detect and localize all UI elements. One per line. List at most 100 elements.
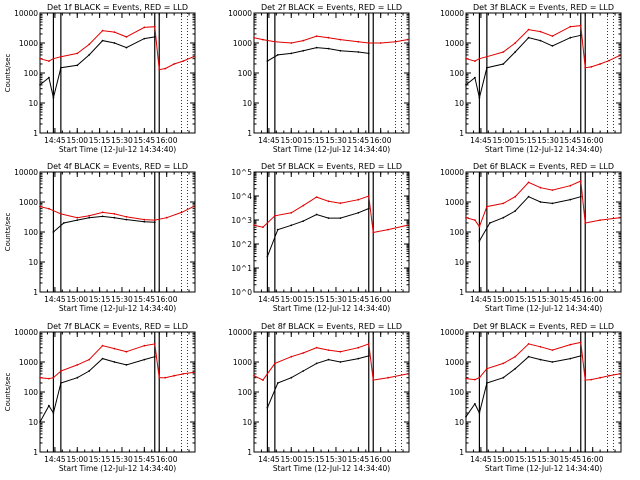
- series-line: [465, 25, 620, 69]
- x-tick-label: 14:45: [258, 136, 280, 145]
- data-point: [327, 217, 330, 220]
- series-line: [266, 355, 369, 408]
- y-tick-label: 10: [454, 418, 464, 427]
- plot-title: Det 1f BLACK = Events, RED = LLD: [47, 3, 188, 12]
- data-point: [618, 373, 621, 375]
- data-point: [474, 60, 476, 62]
- data-point: [39, 205, 41, 208]
- data-point: [182, 60, 185, 62]
- y-tick-label: 10^2: [231, 240, 252, 249]
- data-point: [551, 45, 554, 47]
- y-tick-label: 1000: [233, 358, 252, 367]
- data-point: [266, 255, 269, 258]
- data-point: [113, 31, 116, 33]
- series-line: [465, 180, 620, 228]
- data-point: [143, 26, 146, 29]
- x-tick-label: 15:30: [111, 455, 133, 464]
- data-point: [327, 200, 330, 203]
- data-point: [290, 355, 293, 358]
- plot-title: Det 9f BLACK = Events, RED = LLD: [473, 322, 614, 331]
- data-point: [514, 355, 517, 358]
- data-point: [327, 349, 330, 351]
- x-tick-label: 15:30: [111, 136, 133, 145]
- x-tick-label: 16:00: [370, 295, 392, 304]
- data-point: [387, 376, 389, 379]
- data-point: [153, 355, 156, 358]
- data-point: [372, 231, 375, 234]
- series-line: [253, 35, 408, 44]
- x-tick-label: 15:15: [303, 136, 325, 145]
- data-point: [153, 343, 156, 345]
- plot-frame: [465, 331, 622, 453]
- data-point: [143, 220, 146, 223]
- events-series: [266, 46, 370, 62]
- y-tick-label: 100: [238, 69, 253, 78]
- data-point: [315, 46, 318, 49]
- data-point: [76, 216, 79, 219]
- y-tick-label: 100: [24, 388, 39, 397]
- data-point: [465, 415, 467, 418]
- data-point: [290, 211, 293, 214]
- data-point: [551, 349, 554, 351]
- data-point: [339, 38, 342, 41]
- data-point: [618, 54, 621, 57]
- x-tick-label: 15:15: [515, 295, 537, 304]
- y-tick-label: 10^5: [231, 168, 252, 177]
- data-point: [76, 219, 79, 222]
- x-tick-label: 15:45: [560, 295, 582, 304]
- plot-title: Det 8f BLACK = Events, RED = LLD: [261, 322, 402, 331]
- x-tick-label: 15:00: [492, 295, 514, 304]
- data-point: [372, 379, 375, 381]
- data-point: [486, 55, 488, 58]
- data-point: [527, 343, 530, 345]
- data-point: [39, 376, 41, 379]
- data-point: [192, 55, 195, 58]
- x-tick-label: 15:45: [348, 136, 370, 145]
- data-point: [539, 201, 542, 203]
- data-point: [302, 39, 305, 42]
- x-tick-label: 15:00: [66, 455, 88, 464]
- data-point: [539, 345, 542, 348]
- data-point: [367, 343, 370, 345]
- data-point: [113, 42, 116, 44]
- detector-plot-8: Det 8f BLACK = Events, RED = LLD 1 10 100 10…: [228, 322, 410, 473]
- data-point: [478, 376, 481, 379]
- data-point: [48, 377, 50, 380]
- y-tick-label: 10000: [14, 168, 38, 177]
- data-point: [125, 46, 128, 49]
- data-point: [569, 357, 572, 360]
- data-point: [465, 377, 467, 380]
- data-point: [502, 202, 505, 205]
- y-tick-label: 10^1: [231, 264, 252, 273]
- y-tick-label: 1: [459, 448, 464, 457]
- data-point: [502, 63, 505, 65]
- data-point: [143, 344, 146, 347]
- data-point: [502, 51, 505, 53]
- data-point: [579, 34, 582, 37]
- data-point: [599, 219, 601, 222]
- data-point: [315, 35, 318, 37]
- detector-plot-6: Det 6f BLACK = Events, RED = LLD 1 10 100 10…: [440, 162, 622, 313]
- data-point: [88, 216, 91, 219]
- lld-series: [39, 205, 195, 222]
- x-tick-label: 15:30: [537, 455, 559, 464]
- data-point: [502, 376, 505, 379]
- y-tick-label: 100: [24, 69, 39, 78]
- data-point: [569, 198, 572, 201]
- x-tick-label: 15:45: [134, 136, 156, 145]
- x-tick-label: 16:00: [156, 136, 178, 145]
- data-point: [584, 379, 587, 381]
- data-point: [52, 412, 55, 414]
- lld-series: [253, 343, 409, 381]
- data-point: [315, 213, 318, 216]
- series-line: [39, 36, 155, 98]
- y-tick-label: 1: [247, 448, 252, 457]
- x-tick-label: 15:15: [89, 295, 111, 304]
- data-point: [394, 40, 397, 43]
- data-point: [52, 57, 55, 60]
- data-point: [262, 38, 264, 41]
- y-tick-label: 1000: [445, 358, 464, 367]
- y-tick-label: 10: [28, 258, 38, 267]
- y-axis-label: Counts/sec: [4, 54, 12, 93]
- plot-frame: [39, 171, 196, 293]
